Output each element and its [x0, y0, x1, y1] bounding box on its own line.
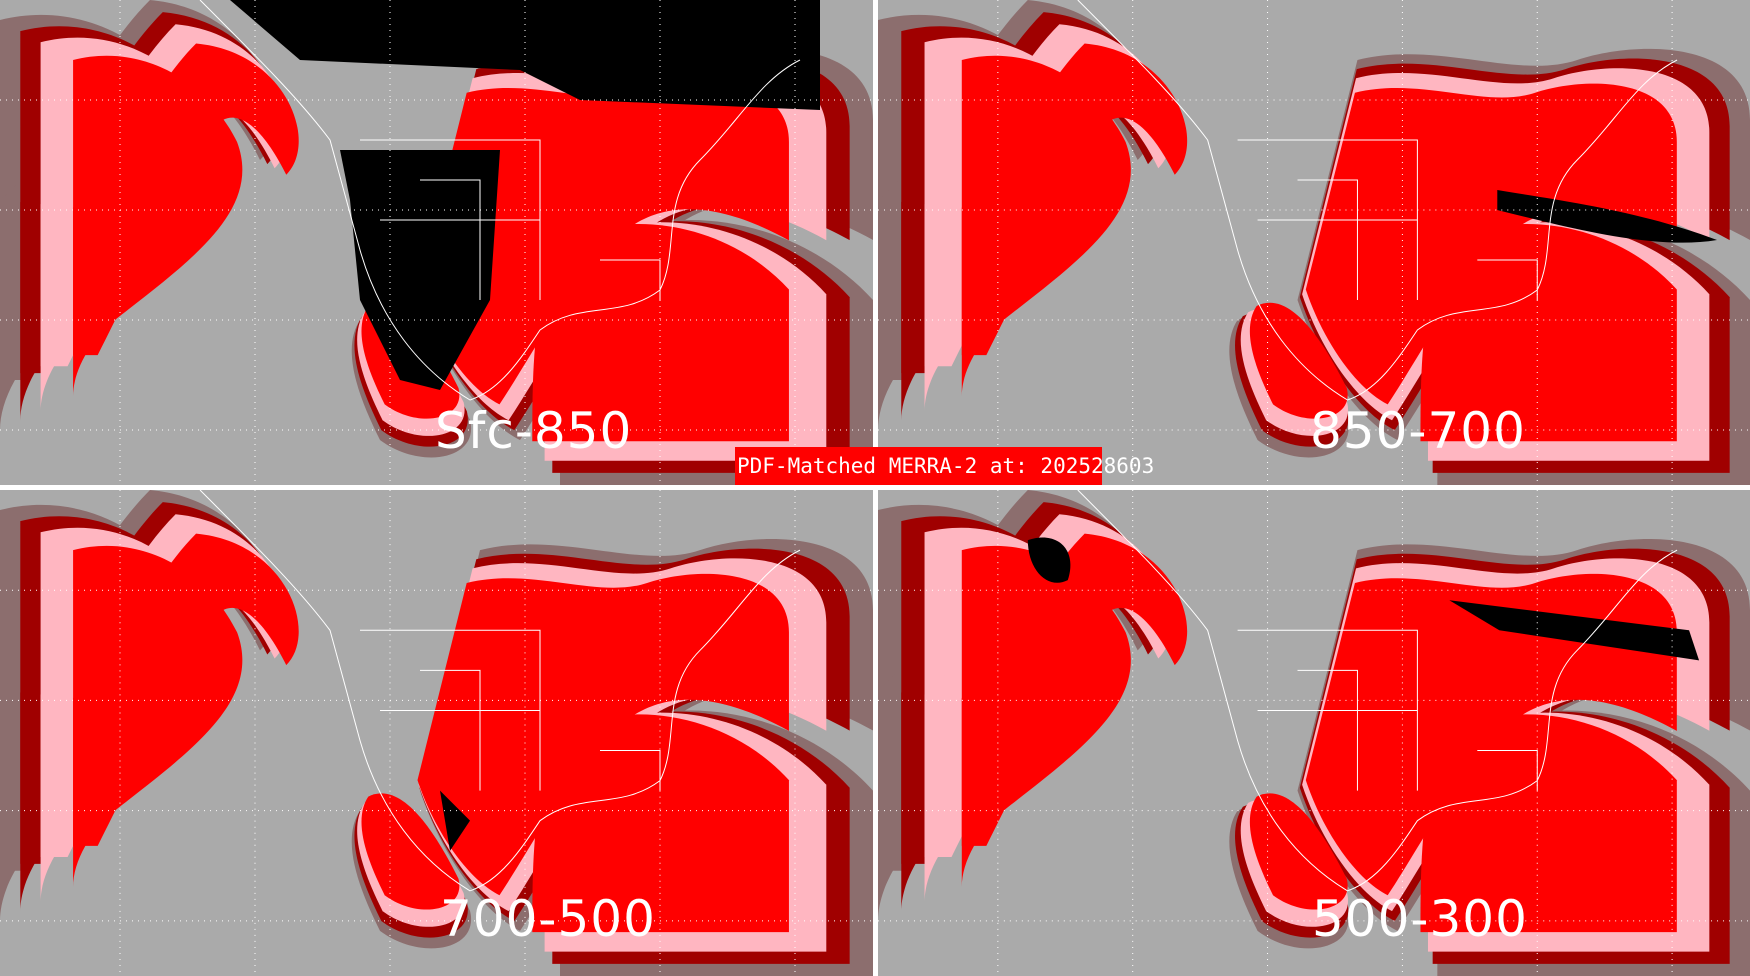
panel-700-500	[0, 490, 873, 976]
field-contour	[532, 714, 789, 933]
panel-500-300	[878, 490, 1750, 976]
panel-label-sfc-850: Sfc-850	[435, 402, 633, 460]
field-contour	[1420, 714, 1677, 933]
panel-label-700-500: 700-500	[440, 890, 656, 948]
coastline-outline	[1077, 0, 1678, 401]
field-contour	[961, 533, 1188, 846]
field-contour	[961, 43, 1188, 356]
panel-850-700	[878, 0, 1750, 485]
field-max-region	[340, 150, 500, 390]
field-max-region	[1497, 190, 1718, 243]
panel-sfc-850	[0, 0, 873, 485]
field-contour	[73, 533, 299, 846]
coastline-outline	[199, 0, 801, 401]
coastline-outline	[1077, 490, 1678, 892]
field-contour	[532, 223, 789, 442]
field-max-region	[440, 790, 470, 851]
field-contour	[1420, 223, 1677, 442]
figure-title: PDF-Matched MERRA-2 at: 202528603	[735, 447, 1154, 485]
field-map	[0, 490, 873, 976]
field-contour	[361, 793, 460, 910]
field-map	[878, 0, 1750, 485]
coastline-outline	[199, 490, 801, 892]
field-map	[0, 0, 873, 485]
field-map	[878, 490, 1750, 976]
field-max-region	[1027, 537, 1071, 583]
panel-label-850-700: 850-700	[1310, 402, 1526, 460]
field-max-region	[1449, 600, 1700, 661]
panel-label-500-300: 500-300	[1312, 890, 1528, 948]
field-contour	[73, 43, 299, 356]
